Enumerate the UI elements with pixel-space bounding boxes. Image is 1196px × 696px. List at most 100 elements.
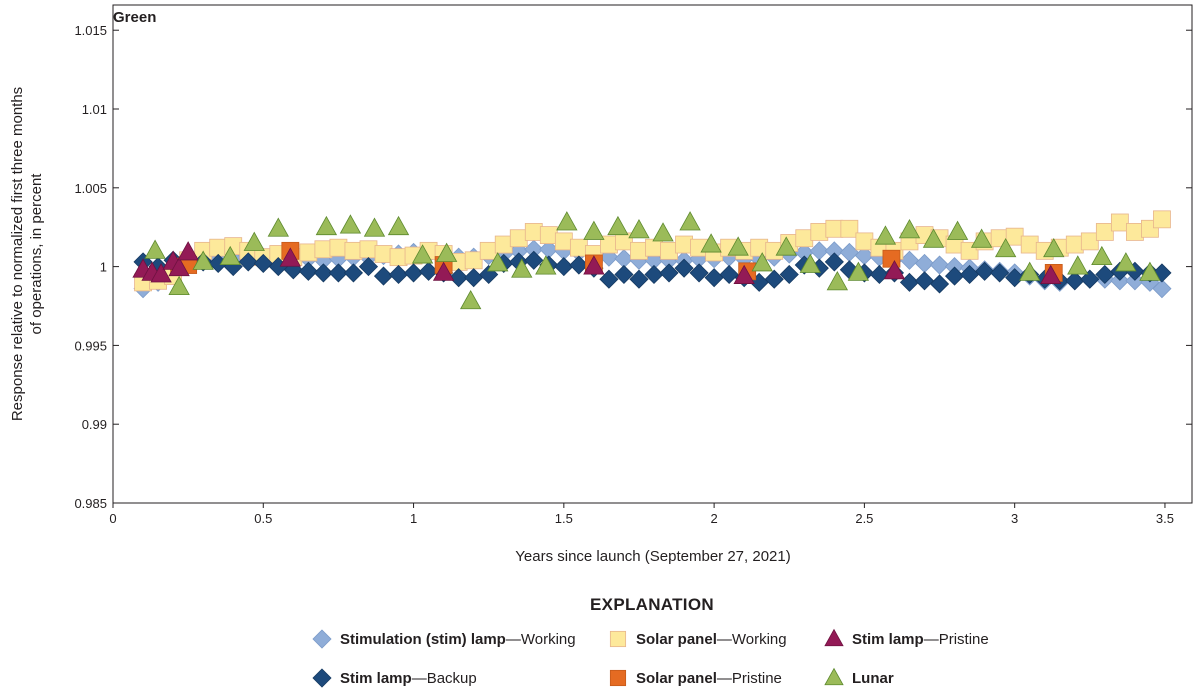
data-point bbox=[1153, 210, 1171, 229]
legend-marker-diamond bbox=[312, 629, 332, 649]
data-point bbox=[569, 255, 589, 275]
data-point bbox=[1115, 252, 1137, 272]
series-5 bbox=[144, 211, 1161, 310]
data-point bbox=[1095, 223, 1114, 241]
data-point bbox=[435, 242, 458, 262]
data-point bbox=[847, 261, 870, 281]
legend-label-rest: —Backup bbox=[412, 670, 477, 687]
data-point bbox=[1110, 213, 1129, 232]
data-point bbox=[840, 219, 859, 238]
y-axis-label: Response relative to normalized first th… bbox=[9, 87, 45, 421]
data-point bbox=[1139, 261, 1161, 281]
data-point bbox=[882, 249, 901, 268]
data-marks bbox=[132, 210, 1172, 310]
data-point bbox=[883, 260, 906, 280]
data-point bbox=[1080, 232, 1099, 251]
data-point bbox=[630, 241, 648, 260]
y-tick-label: 1.015 bbox=[74, 23, 107, 38]
data-point bbox=[1005, 227, 1024, 246]
legend-marker-triangle bbox=[824, 667, 844, 686]
legend-item: Solar panel—Working bbox=[609, 630, 787, 648]
legend-label: Stim lamp—Backup bbox=[340, 670, 477, 687]
data-point bbox=[328, 263, 348, 283]
data-point bbox=[874, 225, 897, 245]
data-point bbox=[645, 238, 663, 257]
data-point bbox=[1125, 223, 1144, 241]
data-point bbox=[209, 238, 228, 257]
x-tick-label: 0 bbox=[109, 511, 116, 526]
legend-label: Lunar bbox=[852, 670, 894, 687]
data-point bbox=[219, 245, 241, 266]
data-point bbox=[556, 211, 578, 231]
data-point bbox=[459, 289, 482, 310]
legend: Stimulation (stim) lamp—Working Solar pan… bbox=[312, 628, 989, 688]
y-tick-label: 0.99 bbox=[82, 417, 107, 432]
legend-label: Stim lamp—Pristine bbox=[852, 631, 989, 648]
legend-label-rest: —Pristine bbox=[924, 631, 989, 648]
data-point bbox=[150, 263, 172, 283]
x-tick-label: 2 bbox=[710, 511, 717, 526]
data-point bbox=[1065, 271, 1085, 291]
data-point bbox=[659, 263, 679, 283]
legend-item: Stim lamp—Backup bbox=[312, 668, 477, 688]
legend-item: Lunar bbox=[824, 667, 894, 687]
data-point bbox=[899, 272, 920, 292]
data-point bbox=[975, 261, 995, 281]
data-point bbox=[298, 261, 318, 281]
legend-label-rest: —Pristine bbox=[717, 670, 782, 687]
data-point bbox=[779, 264, 799, 285]
data-point bbox=[679, 211, 701, 231]
y-tick-label: 0.995 bbox=[74, 338, 107, 353]
legend-marker-square bbox=[609, 669, 627, 687]
data-point bbox=[389, 248, 408, 267]
data-point bbox=[363, 217, 386, 237]
data-point bbox=[554, 257, 574, 277]
data-point bbox=[675, 235, 693, 254]
legend-marker-diamond bbox=[312, 668, 332, 688]
data-point bbox=[899, 250, 920, 270]
data-point bbox=[700, 233, 722, 253]
legend-label-rest: —Working bbox=[506, 631, 576, 648]
y-tick-label: 1 bbox=[100, 260, 107, 275]
data-point bbox=[449, 268, 469, 288]
chart-title: Green bbox=[113, 9, 156, 26]
data-point bbox=[432, 261, 455, 281]
data-point bbox=[144, 239, 166, 259]
data-point bbox=[374, 245, 393, 263]
data-point bbox=[343, 263, 364, 283]
data-point bbox=[1040, 264, 1062, 284]
series-4 bbox=[132, 241, 1062, 284]
data-point bbox=[826, 271, 849, 291]
y-axis-label-line-2: of operations, in percent bbox=[28, 173, 45, 335]
data-point bbox=[719, 264, 739, 285]
y-tick-label: 0.985 bbox=[74, 496, 107, 511]
legend-label-bold: Stimulation (stim) lamp bbox=[340, 631, 506, 648]
data-point bbox=[994, 237, 1017, 258]
plot-frame bbox=[112, 4, 1193, 504]
data-point bbox=[299, 243, 318, 262]
data-point bbox=[344, 241, 363, 260]
x-tick-label: 3.5 bbox=[1156, 511, 1174, 526]
data-point bbox=[795, 229, 814, 248]
data-point bbox=[810, 223, 829, 241]
legend-marker-square bbox=[609, 630, 627, 648]
data-point bbox=[628, 219, 650, 239]
data-point bbox=[733, 264, 755, 284]
legend-marker-triangle bbox=[824, 628, 844, 647]
data-point bbox=[524, 250, 544, 270]
data-point bbox=[168, 275, 190, 295]
data-point bbox=[1065, 235, 1084, 254]
data-point bbox=[511, 258, 533, 278]
data-point bbox=[704, 268, 724, 288]
data-point bbox=[607, 215, 629, 236]
data-point bbox=[764, 269, 784, 289]
data-point bbox=[315, 215, 338, 236]
legend-label-bold: Solar panel bbox=[636, 631, 717, 648]
y-axis-label-line-1: Response relative to normalized first th… bbox=[9, 87, 26, 421]
data-point bbox=[487, 252, 509, 272]
data-point bbox=[177, 241, 199, 261]
legend-label-rest: —Working bbox=[717, 631, 787, 648]
data-point bbox=[583, 220, 605, 240]
data-point bbox=[494, 235, 513, 254]
